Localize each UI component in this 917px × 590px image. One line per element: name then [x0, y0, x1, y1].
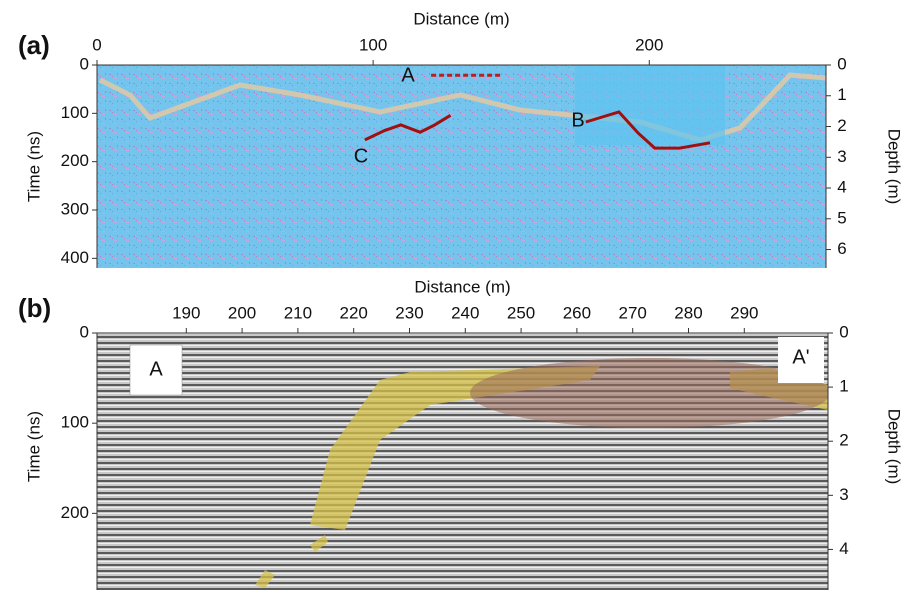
- x-tick-label: 220: [339, 303, 367, 322]
- y2-axis-title: Depth (m): [885, 409, 904, 485]
- y2-tick-label: 1: [839, 377, 848, 396]
- panel-a-background: [97, 65, 826, 268]
- y2-tick-label: 3: [839, 485, 848, 504]
- y2-tick-label: 2: [837, 116, 846, 135]
- x-tick-label: 270: [619, 303, 647, 322]
- reflector-line: [585, 110, 711, 150]
- y2-tick-label: 4: [839, 539, 848, 558]
- y-tick-label: 400: [61, 248, 89, 267]
- y2-tick-label: 3: [837, 147, 846, 166]
- x-axis-title: Distance (m): [413, 9, 509, 28]
- x-tick-label: 200: [228, 303, 256, 322]
- panel-label: (b): [18, 293, 51, 323]
- x-tick-label: 230: [395, 303, 423, 322]
- y-tick-label: 100: [61, 413, 89, 432]
- x-tick-label: 290: [730, 303, 758, 322]
- y2-tick-label: 0: [839, 322, 848, 341]
- panel-label: (a): [18, 30, 50, 60]
- y-tick-label: 200: [61, 503, 89, 522]
- y2-tick-label: 4: [837, 178, 846, 197]
- x-tick-label: 280: [674, 303, 702, 322]
- annotation: B: [571, 109, 584, 131]
- panel-b-background: [97, 333, 828, 590]
- annotation: A: [149, 358, 163, 380]
- y2-tick-label: 6: [837, 239, 846, 258]
- x-tick-label: 260: [563, 303, 591, 322]
- series-group: [364, 73, 711, 150]
- x-tick-label: 240: [451, 303, 479, 322]
- y2-tick-label: 5: [837, 208, 846, 227]
- annotation: C: [354, 145, 368, 167]
- y-axis-title: Time (ns): [24, 411, 43, 482]
- x-tick-label: 190: [172, 303, 200, 322]
- annotation: A': [792, 346, 809, 368]
- y-tick-label: 200: [61, 151, 89, 170]
- y-tick-label: 0: [80, 322, 89, 341]
- annotation: A: [401, 64, 415, 86]
- reflector-line: [364, 114, 452, 142]
- x-tick-label: 250: [507, 303, 535, 322]
- y-tick-label: 100: [61, 103, 89, 122]
- x-tick-label: 100: [359, 35, 387, 54]
- y-tick-label: 0: [80, 54, 89, 73]
- x-tick-label: 0: [92, 35, 101, 54]
- y-tick-label: 300: [61, 199, 89, 218]
- x-axis-title: Distance (m): [414, 277, 510, 296]
- x-tick-label: 200: [635, 35, 663, 54]
- y2-axis-title: Depth (m): [885, 129, 904, 205]
- y2-tick-label: 1: [837, 85, 846, 104]
- y-axis-title: Time (ns): [24, 131, 43, 202]
- x-tick-label: 210: [284, 303, 312, 322]
- y2-tick-label: 0: [837, 54, 846, 73]
- y2-tick-label: 2: [839, 431, 848, 450]
